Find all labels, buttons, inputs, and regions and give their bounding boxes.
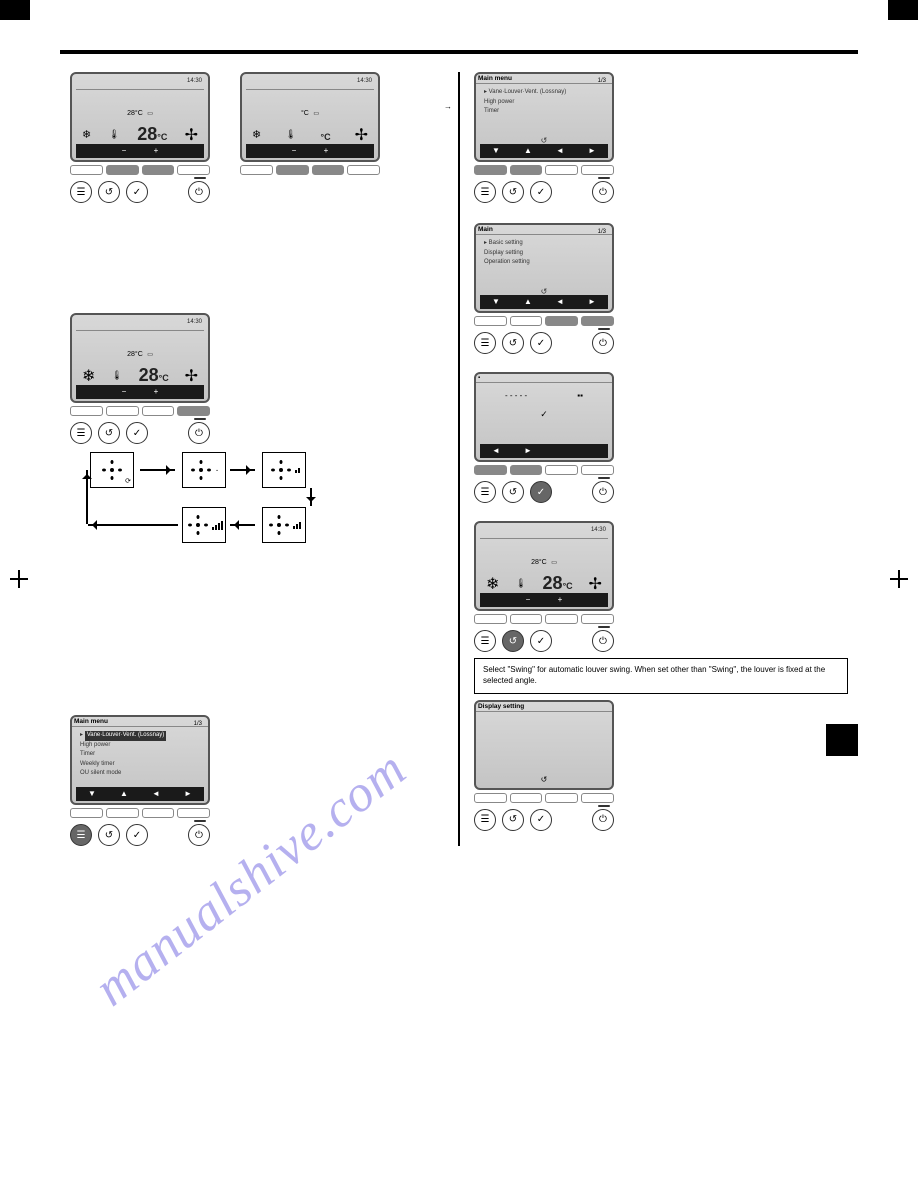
remote-fan: 14:30 28°C ▭ ❄ 🌡 28°C ✢ − + ☰ ↺ ✓ ⏻	[70, 313, 210, 444]
power-button[interactable]: ⏻	[188, 181, 210, 203]
return-button[interactable]: ↺	[98, 422, 120, 444]
remote-dry: 14:30 °C ▭ ❄ 🌡 °C ✢ − +	[240, 72, 380, 175]
select-button[interactable]: ✓	[126, 824, 148, 846]
lcd-time: 14:30	[76, 78, 204, 90]
room-temp: °C	[301, 110, 309, 117]
f3-button[interactable]	[142, 165, 175, 175]
menu-title: Main menu	[72, 717, 208, 727]
right-column: → Main menu 1/3 ▸ Vane·Louver·Vent. (Los…	[464, 72, 858, 846]
fan-max-box	[182, 507, 226, 543]
f2-button[interactable]	[106, 165, 139, 175]
remote-main-menu: Main 1/3 ▸ Basic setting Display setting…	[474, 223, 614, 354]
header-rule	[60, 50, 858, 54]
power-button[interactable]: ⏻	[188, 422, 210, 444]
select-button[interactable]: ✓	[126, 422, 148, 444]
fan-auto-box: ⟳	[90, 452, 134, 488]
corner-mark-br	[826, 724, 858, 756]
menu-list: ▸ Vane·Louver·Vent. (Lossnay) High power…	[72, 727, 208, 779]
menu-button[interactable]: ☰	[70, 824, 92, 846]
function-buttons	[70, 165, 210, 175]
note-box: Select "Swing" for automatic louver swin…	[474, 658, 848, 694]
lcd-screen: 14:30 °C ▭ ❄ 🌡 °C ✢ − +	[240, 72, 380, 162]
select-button[interactable]: ✓	[126, 181, 148, 203]
cool-icon: ❄	[252, 128, 261, 141]
f1-button[interactable]	[70, 165, 103, 175]
set-temp: 28°C	[137, 124, 167, 145]
menu-button[interactable]: ☰	[70, 181, 92, 203]
fan-speed-diagram: ⟳ ·	[70, 452, 444, 547]
room-temp: 28°C	[127, 110, 143, 117]
page-indicator: 1/3	[194, 721, 202, 727]
check-row: ✓	[476, 408, 612, 421]
menu-button[interactable]: ☰	[70, 422, 92, 444]
cursor-arrow: →	[444, 102, 452, 111]
f4-button[interactable]	[177, 165, 210, 175]
remote-return: 14:30 28°C ▭ ❄ 🌡 28°C ✢ − + ☰ ↺ ✓ ⏻	[474, 521, 614, 652]
remote-maint: Display setting ↺ ☰ ↺ ✓ ⏻	[474, 700, 614, 831]
column-divider	[458, 72, 460, 846]
louver-row: - - - - - ▪▪	[476, 383, 612, 408]
fan-high-box	[262, 507, 306, 543]
nav-plus: +	[140, 144, 172, 158]
fan-med-box	[262, 452, 306, 488]
thermo-icon: 🌡	[108, 129, 119, 140]
remote-cool: 14:30 28°C ▭ ❄ 🌡 28°C ✢ − +	[70, 72, 210, 175]
lcd-screen: 14:30 28°C ▭ ❄ 🌡 28°C ✢ − +	[70, 72, 210, 162]
cool-icon: ❄	[82, 128, 91, 141]
left-column: 14:30 28°C ▭ ❄ 🌡 28°C ✢ − +	[60, 72, 454, 846]
thermo-icon: 🌡	[285, 129, 296, 140]
fan-icon: ✢	[185, 366, 198, 386]
lcd-time: 14:30	[246, 78, 374, 90]
return-button[interactable]: ↺	[98, 181, 120, 203]
remote-menu: Main menu 1/3 ▸ Vane·Louver·Vent. (Lossn…	[70, 715, 210, 846]
remote-menu-2: Main menu 1/3 ▸ Vane·Louver·Vent. (Lossn…	[474, 72, 614, 203]
fan-icon: ✢	[355, 125, 368, 145]
power-button[interactable]: ⏻	[188, 824, 210, 846]
return-button[interactable]: ↺	[98, 824, 120, 846]
fan-low-box: ·	[182, 452, 226, 488]
cool-icon: ❄	[82, 366, 95, 386]
nav-minus: −	[108, 144, 140, 158]
remote-louver: ▪ - - - - - ▪▪ ✓ ◄ ► ☰ ↺ ✓ ⏻	[474, 372, 614, 503]
fan-icon: ✢	[185, 125, 198, 145]
set-temp: °C	[321, 124, 331, 145]
